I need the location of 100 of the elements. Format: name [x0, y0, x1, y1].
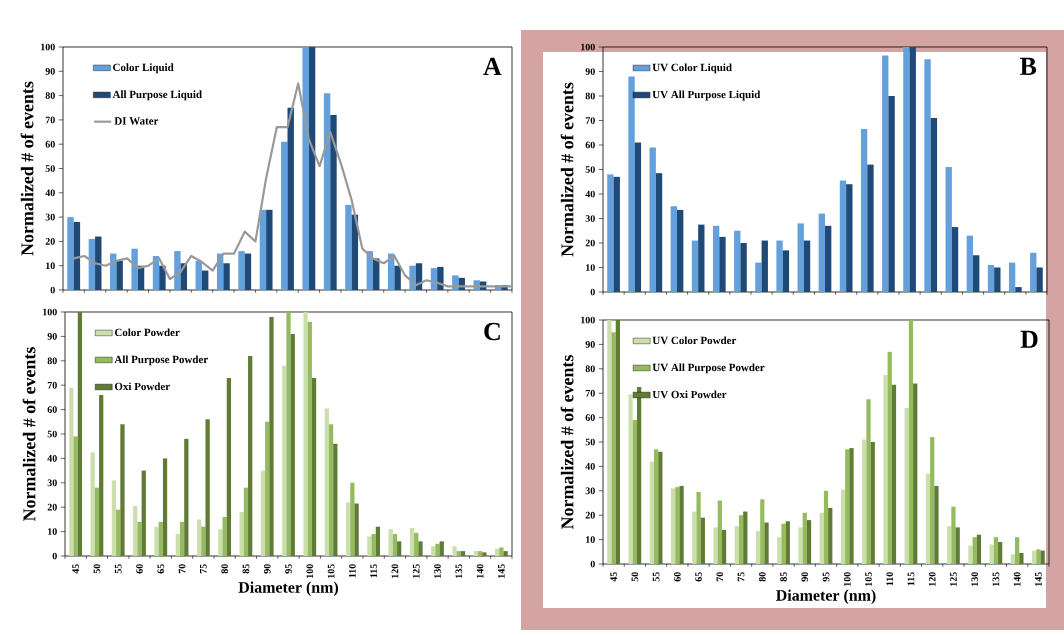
- bar: [311, 377, 317, 556]
- bar: [494, 548, 500, 556]
- bar: [1040, 550, 1045, 564]
- bar: [259, 209, 267, 290]
- y-tick-label: 100: [581, 316, 595, 324]
- bar: [930, 118, 938, 292]
- bar: [174, 251, 181, 290]
- bar: [324, 408, 329, 556]
- x-tick-label: 90: [801, 572, 809, 582]
- bar: [891, 384, 897, 564]
- bar: [435, 543, 440, 556]
- x-tick-label: 125: [412, 564, 420, 578]
- bar: [717, 500, 722, 564]
- legend-label: Oxi Powder: [114, 382, 170, 391]
- bar: [947, 526, 952, 564]
- bar: [392, 534, 398, 556]
- bar: [908, 320, 914, 564]
- bar: [883, 374, 888, 564]
- x-tick-label: 85: [242, 564, 250, 574]
- bar: [719, 236, 726, 292]
- x-tick-label: 50: [93, 564, 101, 574]
- bar: [945, 167, 952, 292]
- bar: [286, 312, 291, 556]
- bar: [607, 320, 612, 564]
- x-tick-label: 130: [971, 572, 979, 586]
- bar: [679, 485, 684, 564]
- bar: [1015, 287, 1022, 292]
- y-tick-label: 30: [45, 213, 55, 221]
- bar: [777, 537, 782, 564]
- bar: [721, 529, 727, 564]
- bar: [308, 46, 316, 290]
- bar: [1036, 549, 1041, 564]
- bar: [760, 499, 765, 564]
- x-tick-label: 80: [221, 564, 228, 574]
- bar: [409, 527, 415, 556]
- bar: [802, 512, 807, 564]
- y-tick-label: 70: [47, 381, 57, 389]
- bar: [141, 470, 146, 556]
- bar: [201, 270, 209, 290]
- y-tick-label: 10: [46, 262, 55, 270]
- x-tick-label: 110: [886, 572, 894, 586]
- x-tick-label: 145: [498, 564, 505, 578]
- bar: [734, 230, 741, 292]
- bar: [987, 265, 995, 292]
- y-tick-label: 60: [45, 140, 55, 148]
- bar: [803, 240, 811, 292]
- y-tick-label: 40: [585, 463, 595, 470]
- bar: [456, 551, 461, 556]
- bar: [738, 515, 744, 564]
- bar: [764, 522, 769, 564]
- bar: [375, 526, 381, 556]
- bar: [993, 537, 999, 564]
- bar: [632, 420, 637, 564]
- x-tick-label: 55: [652, 572, 660, 582]
- x-tick-label: 65: [695, 572, 702, 582]
- bar: [77, 312, 83, 556]
- x-tick-label: 60: [136, 564, 143, 574]
- bar: [840, 489, 846, 564]
- bar: [73, 436, 78, 556]
- annotation: A: [483, 57, 502, 75]
- y-tick-label: 50: [45, 165, 55, 172]
- y-tick-label: 0: [52, 552, 57, 560]
- y-tick-label: 50: [47, 430, 57, 438]
- bar: [452, 546, 457, 556]
- bar: [968, 545, 973, 564]
- bar: [69, 387, 74, 556]
- bar: [846, 184, 853, 292]
- bar: [439, 541, 444, 556]
- y-tick-label: 90: [47, 333, 57, 340]
- bar: [290, 333, 295, 556]
- x-tick-label: 115: [907, 572, 915, 586]
- bar: [998, 542, 1003, 564]
- x-tick-label: 55: [114, 564, 122, 574]
- legend-label: UV All Purpose Liquid: [652, 90, 761, 101]
- y-tick-label: 90: [45, 67, 55, 75]
- y-tick-label: 80: [45, 92, 55, 99]
- y-axis-title: Normalized # of events: [20, 81, 34, 256]
- bar: [655, 173, 663, 292]
- bar: [244, 253, 252, 290]
- bar: [303, 312, 308, 556]
- bar: [302, 46, 309, 290]
- bar: [90, 452, 95, 556]
- bar: [696, 492, 701, 564]
- x-tick-label: 120: [928, 572, 936, 586]
- bar: [137, 521, 142, 556]
- bar: [966, 235, 974, 292]
- legend-label: Color Liquid: [113, 63, 174, 74]
- bar: [776, 240, 783, 292]
- bar: [133, 505, 138, 556]
- bar: [909, 46, 916, 292]
- bar: [925, 473, 931, 564]
- bar: [414, 532, 419, 556]
- bar: [226, 377, 232, 556]
- x-tick-label: 45: [72, 564, 79, 574]
- bar: [239, 512, 244, 556]
- bar: [670, 488, 676, 564]
- bar: [924, 59, 931, 292]
- bar: [196, 519, 202, 556]
- bar: [482, 552, 487, 556]
- x-tick-label: 125: [950, 572, 957, 586]
